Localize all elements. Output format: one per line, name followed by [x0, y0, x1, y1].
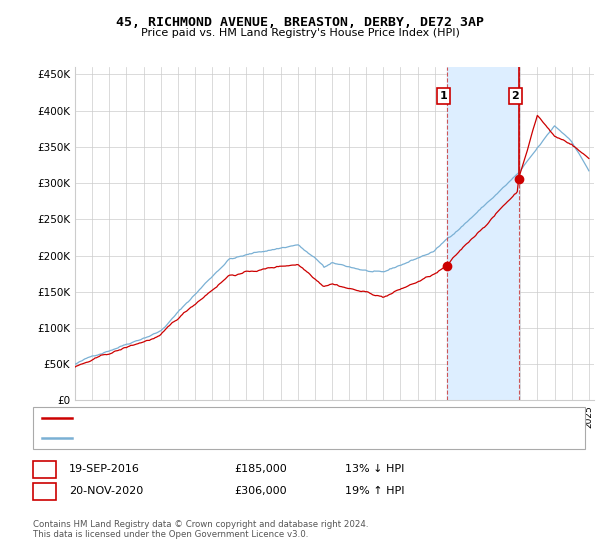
Text: £306,000: £306,000	[234, 486, 287, 496]
Text: 13% ↓ HPI: 13% ↓ HPI	[345, 464, 404, 474]
Text: 45, RICHMOND AVENUE, BREASTON, DERBY, DE72 3AP (detached house): 45, RICHMOND AVENUE, BREASTON, DERBY, DE…	[78, 413, 443, 423]
Text: £185,000: £185,000	[234, 464, 287, 474]
Text: Contains HM Land Registry data © Crown copyright and database right 2024.
This d: Contains HM Land Registry data © Crown c…	[33, 520, 368, 539]
Text: 19-SEP-2016: 19-SEP-2016	[69, 464, 140, 474]
Text: 2: 2	[41, 486, 48, 496]
Text: 45, RICHMOND AVENUE, BREASTON, DERBY, DE72 3AP: 45, RICHMOND AVENUE, BREASTON, DERBY, DE…	[116, 16, 484, 29]
Text: Price paid vs. HM Land Registry's House Price Index (HPI): Price paid vs. HM Land Registry's House …	[140, 28, 460, 38]
Text: 2: 2	[511, 91, 519, 101]
Text: 1: 1	[41, 464, 48, 474]
Text: 20-NOV-2020: 20-NOV-2020	[69, 486, 143, 496]
Bar	[447, 67, 518, 400]
Text: 1: 1	[440, 91, 448, 101]
Text: 19% ↑ HPI: 19% ↑ HPI	[345, 486, 404, 496]
Text: HPI: Average price, detached house, Erewash: HPI: Average price, detached house, Erew…	[78, 433, 305, 443]
